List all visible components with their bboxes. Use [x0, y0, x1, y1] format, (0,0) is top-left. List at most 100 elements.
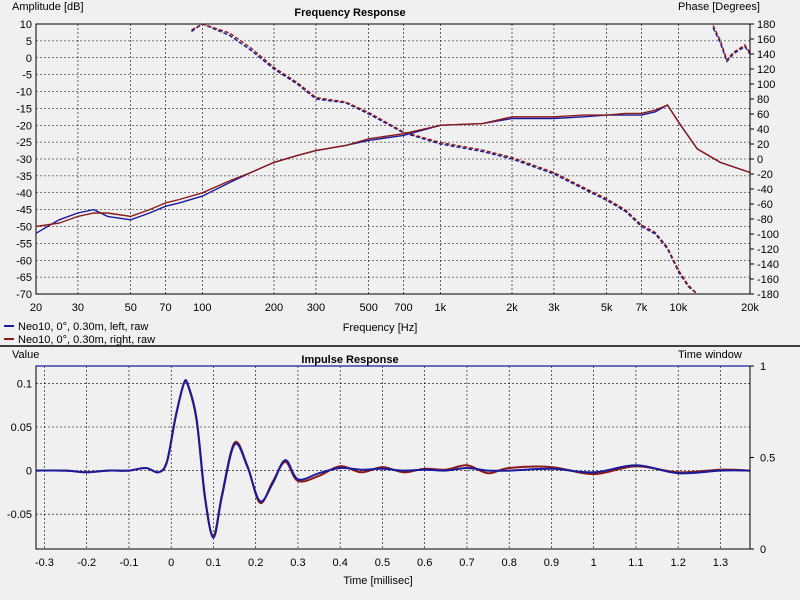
ir-y-tick-label: -0.05 — [7, 509, 32, 521]
ir-x-tick-label: 0.8 — [502, 557, 517, 569]
fr-y2-tick-label: 140 — [757, 49, 775, 61]
legend-label-right: Neo10, 0°, 0.30m, right, raw — [18, 334, 155, 346]
ir-y-axis-label: Value — [12, 349, 39, 361]
fr-y-tick-label: -55 — [16, 238, 32, 250]
fr-x-tick-label: 70 — [159, 302, 171, 314]
fr-x-tick-label: 1k — [435, 302, 447, 314]
frequency-response-panel: Frequency Response Amplitude [dB] Phase … — [4, 1, 779, 346]
fr-y-tick-label: -15 — [16, 103, 32, 115]
ir-x-axis-label: Time [millisec] — [343, 575, 412, 587]
ir-x-tick-label: 0.5 — [375, 557, 390, 569]
legend-label-left: Neo10, 0°, 0.30m, left, raw — [18, 321, 148, 333]
ir-x-tick-label: 0 — [168, 557, 174, 569]
fr-title: Frequency Response — [294, 7, 405, 19]
ir-y-tick-label: 0 — [26, 466, 32, 478]
fr-y2-tick-labels: 180 160 140 120 100 80 60 40 20 0 -20 -40 -60 -80 -100… — [750, 19, 779, 301]
fr-x-tick-label: 20 — [30, 302, 42, 314]
legend-entry-right[interactable]: Neo10, 0°, 0.30m, right, raw — [4, 334, 155, 346]
fr-y2-tick-label: 80 — [757, 94, 769, 106]
fr-x-tick-label: 3k — [548, 302, 560, 314]
fr-y2-tick-label: 0 — [757, 154, 763, 166]
fr-y-tick-label: -30 — [16, 154, 32, 166]
fr-y2-tick-label: -160 — [757, 274, 779, 286]
fr-x-tick-label: 500 — [360, 302, 378, 314]
ir-x-tick-label: 1 — [591, 557, 597, 569]
fr-y-axis-label: Amplitude [dB] — [12, 1, 84, 13]
impulse-response-panel: Impulse Response Value Time window 0.1 0.… — [7, 349, 775, 587]
fr-y-tick-label: 5 — [26, 36, 32, 48]
ir-y2-axis-label: Time window — [678, 349, 742, 361]
fr-x-tick-label: 10k — [669, 302, 687, 314]
fr-x-tick-label: 2k — [506, 302, 518, 314]
fr-y-tick-label: -20 — [16, 120, 32, 132]
fr-legend: Neo10, 0°, 0.30m, left, raw Neo10, 0°, 0… — [4, 321, 155, 346]
fr-phase-line-right — [191, 23, 698, 295]
fr-y2-tick-label: -20 — [757, 169, 773, 181]
fr-y-tick-label: 10 — [20, 19, 32, 31]
ir-x-tick-label: 1.3 — [713, 557, 728, 569]
fr-y2-tick-label: -100 — [757, 229, 779, 241]
fr-x-tick-label: 100 — [193, 302, 211, 314]
ir-series-lines — [35, 365, 751, 539]
ir-x-tick-label: 0.4 — [333, 557, 348, 569]
fr-y2-tick-label: -120 — [757, 244, 779, 256]
fr-y2-tick-label: -80 — [757, 214, 773, 226]
ir-x-tick-label: 1.2 — [671, 557, 686, 569]
fr-x-tick-label: 300 — [307, 302, 325, 314]
fr-x-tick-label: 30 — [72, 302, 84, 314]
fr-x-tick-label: 5k — [601, 302, 613, 314]
fr-y-tick-label: -25 — [16, 137, 32, 149]
ir-title: Impulse Response — [301, 354, 398, 366]
ir-y2-tick-labels: 10.50 — [750, 361, 775, 556]
ir-x-tick-label: 0.1 — [206, 557, 221, 569]
fr-amplitude-line-right — [35, 104, 751, 228]
ir-x-tick-label: -0.3 — [35, 557, 54, 569]
fr-y2-axis-label: Phase [Degrees] — [678, 1, 760, 13]
fr-y2-tick-label: 160 — [757, 34, 775, 46]
ir-x-tick-label: -0.2 — [77, 557, 96, 569]
fr-x-tick-label: 7k — [636, 302, 648, 314]
ir-x-tick-label: 0.7 — [459, 557, 474, 569]
fr-y2-tick-label: 20 — [757, 139, 769, 151]
ir-y2-tick-label: 0.5 — [760, 453, 775, 465]
fr-y2-tick-label: 100 — [757, 79, 775, 91]
ir-x-tick-label: 0.9 — [544, 557, 559, 569]
fr-y-tick-label: 0 — [26, 53, 32, 65]
ir-x-tick-label: 1.1 — [628, 557, 643, 569]
fr-y2-tick-label: -140 — [757, 259, 779, 271]
ir-y2-tick-label: 0 — [760, 544, 766, 556]
fr-y-tick-label: -40 — [16, 188, 32, 200]
fr-y-tick-label: -70 — [16, 289, 32, 301]
ir-y-tick-labels: 0.1 0.05 0 -0.05 — [7, 378, 32, 521]
fr-phase-line-left — [191, 23, 698, 295]
ir-plot-area[interactable] — [35, 365, 751, 550]
fr-amplitude-line-left — [35, 104, 751, 234]
ir-series-line-left — [35, 379, 751, 539]
ir-y2-tick-label: 1 — [760, 361, 766, 373]
fr-x-tick-label: 50 — [125, 302, 137, 314]
fr-y-tick-label: -10 — [16, 87, 32, 99]
ir-x-tick-label: 0.2 — [248, 557, 263, 569]
fr-series-lines — [35, 23, 751, 295]
fr-x-tick-labels: 20 30 50 70 100 200 300 500 700 1k 2k 3k 5k 7k 10k 20k — [30, 302, 759, 314]
fr-y2-tick-label: 40 — [757, 124, 769, 136]
fr-y-tick-label: -5 — [22, 70, 32, 82]
ir-x-tick-label: 0.6 — [417, 557, 432, 569]
fr-x-tick-label: 700 — [394, 302, 412, 314]
fr-x-tick-label: 20k — [741, 302, 759, 314]
fr-y2-tick-label: 180 — [757, 19, 775, 31]
fr-y-tick-labels: 10 5 0 -5 -10 -15 -20 -25 -30 -35 -40 -45 -50 -55 -60 -… — [16, 19, 32, 301]
fr-x-axis-label: Frequency [Hz] — [343, 322, 418, 334]
ir-x-tick-label: 0.3 — [290, 557, 305, 569]
fr-y-tick-label: -60 — [16, 255, 32, 267]
fr-phase-hf-line-right — [712, 25, 751, 62]
fr-y2-tick-label: -180 — [757, 289, 779, 301]
ir-x-tick-label: -0.1 — [119, 557, 138, 569]
fr-y2-tick-label: 60 — [757, 109, 769, 121]
fr-x-tick-label: 200 — [265, 302, 283, 314]
legend-entry-left[interactable]: Neo10, 0°, 0.30m, left, raw — [4, 321, 148, 333]
fr-y-tick-label: -50 — [16, 222, 32, 234]
fr-y-tick-label: -35 — [16, 171, 32, 183]
fr-y2-tick-label: -60 — [757, 199, 773, 211]
ir-y-tick-label: 0.1 — [17, 378, 32, 390]
